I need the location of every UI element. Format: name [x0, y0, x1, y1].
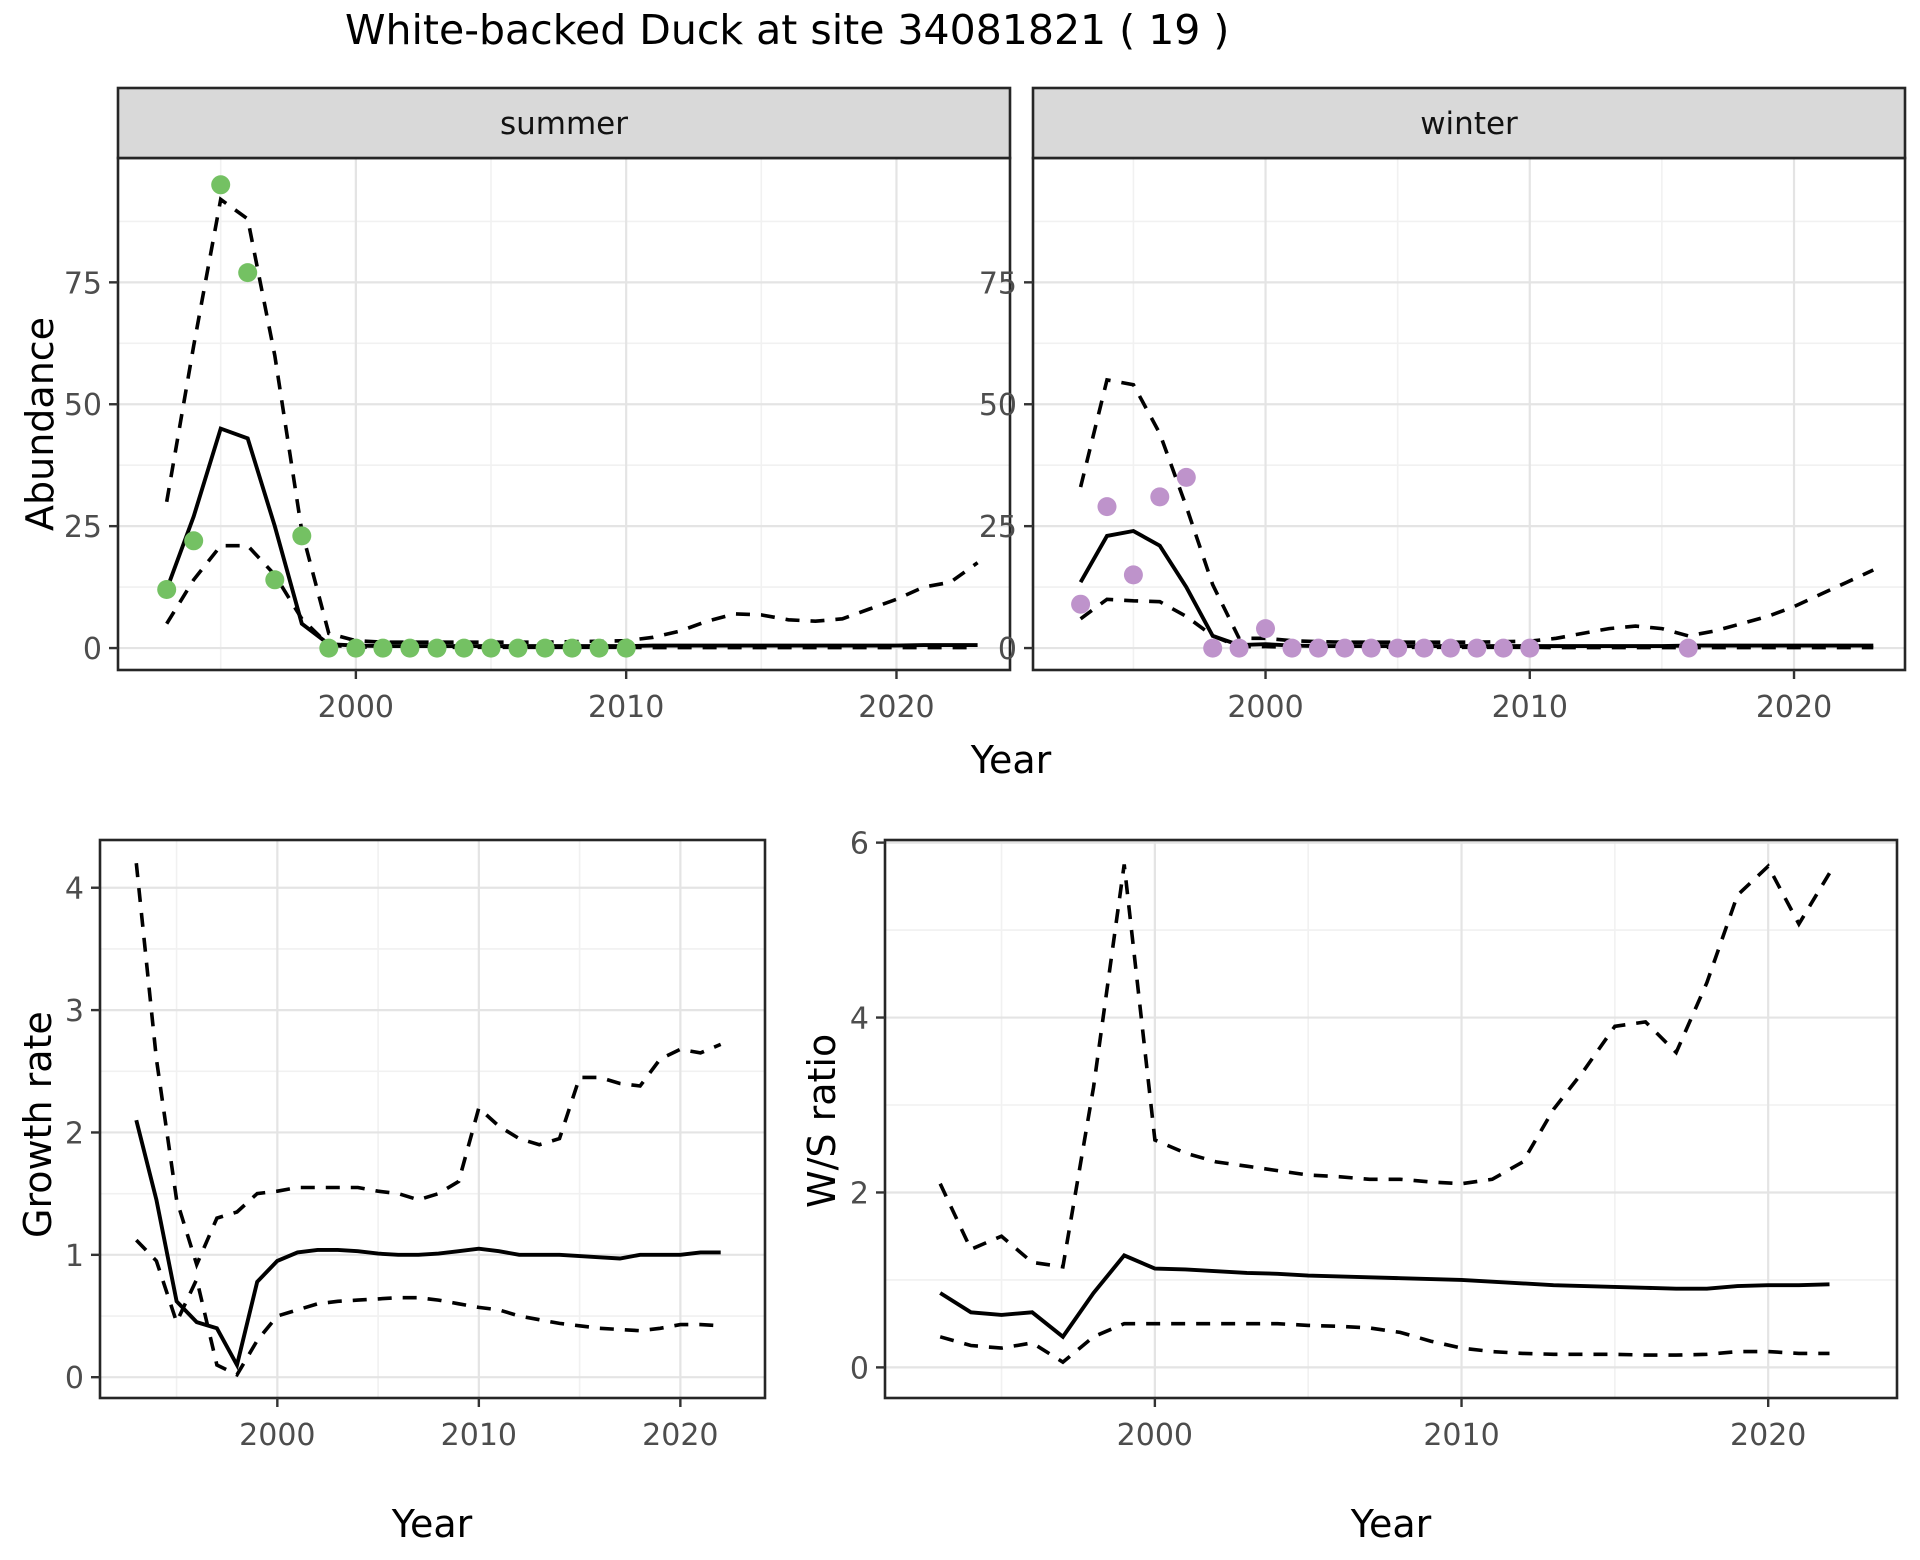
facet-panel-growth-rate: 2000 2010 2020 0 1 2 3 4: [65, 838, 767, 1453]
observed-point: [211, 175, 231, 195]
observed-point: [1388, 638, 1408, 658]
y-tick-label: 25: [64, 510, 102, 545]
y-tick-label: 0: [65, 1361, 84, 1396]
x-tick-label: 2010: [588, 690, 664, 725]
y-tick-label: 0: [998, 632, 1017, 667]
observed-point: [1229, 638, 1249, 658]
x-tick-label: 2000: [1227, 690, 1303, 725]
observed-point: [508, 638, 528, 658]
y-tick-label: 3: [65, 994, 84, 1029]
x-tick-label: 2020: [1756, 690, 1832, 725]
ws-ratio-axis-title: W/S ratio: [800, 1033, 844, 1208]
observed-point: [265, 570, 285, 590]
facet-strip: [1031, 86, 1907, 160]
y-tick-label: 2: [850, 1176, 869, 1211]
observed-point: [589, 638, 609, 658]
upper_ci-line: [1078, 377, 1875, 644]
observed-point: [1335, 638, 1355, 658]
x-tick-label: 2010: [1492, 690, 1568, 725]
observed-point: [1123, 565, 1143, 585]
observed-point: [1282, 638, 1302, 658]
observed-point: [427, 638, 447, 658]
observed-point: [1150, 487, 1170, 507]
observed-point: [1467, 638, 1487, 658]
upper_ci-line: [938, 863, 1832, 1269]
observed-point: [562, 638, 582, 658]
observed-point: [1414, 638, 1434, 658]
observed-point: [1493, 638, 1513, 658]
year-axis-title-bottom-right: Year: [1350, 1502, 1432, 1546]
page-title: White-backed Duck at site 34081821 ( 19 …: [345, 6, 1230, 54]
year-axis-title-bottom-left: Year: [391, 1502, 473, 1546]
mean-line: [1078, 528, 1874, 649]
observed-point: [616, 638, 636, 658]
observed-point: [1441, 638, 1460, 658]
observed-point: [400, 638, 420, 658]
facet-strip: [116, 86, 1012, 160]
facet-panel-w-s-ratio: 2000 2010 2020 0 2 4 6: [850, 827, 1899, 1453]
x-tick-label: 2020: [642, 1418, 718, 1453]
x-tick-label: 2000: [1117, 1418, 1193, 1453]
panel-border: [1031, 156, 1907, 672]
y-tick-label: 1: [65, 1239, 84, 1274]
mean-line: [164, 426, 978, 649]
year-axis-title-top: Year: [970, 738, 1052, 782]
observed-point: [535, 638, 555, 658]
lower_ci-line: [1079, 597, 1874, 650]
observed-point: [1071, 594, 1091, 614]
observed-point: [1678, 638, 1698, 658]
observed-point: [1203, 638, 1223, 658]
upper_ci-line: [134, 863, 722, 1270]
y-tick-label: 25: [979, 510, 1017, 545]
observed-point: [1176, 467, 1196, 487]
growth-rate-axis-title: Growth rate: [16, 1011, 60, 1238]
abundance-axis-title: Abundance: [18, 316, 62, 531]
y-tick-label: 0: [83, 632, 102, 667]
observed-point: [184, 531, 204, 551]
y-tick-label: 2: [65, 1116, 84, 1151]
facet-strip-label: summer: [500, 106, 628, 142]
observed-point: [454, 638, 474, 658]
observed-point: [292, 526, 312, 546]
observed-point: [157, 580, 177, 599]
y-tick-label: 75: [979, 266, 1017, 301]
mean-line: [134, 1119, 721, 1371]
panel-border: [883, 838, 1899, 1400]
x-tick-label: 2020: [1730, 1418, 1806, 1453]
lower_ci-line: [135, 1238, 721, 1378]
observed-point: [346, 638, 366, 658]
facet-panel-winter: winter 2000 2010 2020 0 25 50 75: [979, 86, 1907, 725]
facet-panel-summer: summer 2000 2010 2020 0 25 50 75: [64, 86, 1012, 725]
x-tick-label: 2010: [1423, 1418, 1499, 1453]
observed-point: [238, 263, 258, 283]
observed-point: [1520, 638, 1540, 658]
y-tick-label: 75: [64, 266, 102, 301]
mean-line: [939, 1253, 1830, 1340]
observed-point: [1097, 497, 1117, 517]
y-tick-label: 4: [65, 872, 84, 907]
x-tick-label: 2000: [318, 690, 394, 725]
y-tick-label: 0: [850, 1351, 869, 1386]
x-tick-label: 2010: [441, 1418, 517, 1453]
observed-point: [1256, 619, 1275, 639]
y-tick-label: 50: [979, 388, 1017, 423]
observed-point: [373, 638, 393, 658]
lower_ci-line: [939, 1321, 1830, 1365]
lower_ci-line: [165, 543, 978, 650]
panel-border: [98, 838, 767, 1400]
x-tick-label: 2020: [858, 690, 934, 725]
observed-point: [481, 638, 501, 658]
observed-point: [1308, 638, 1328, 658]
y-tick-label: 50: [64, 388, 102, 423]
x-tick-label: 2000: [239, 1418, 315, 1453]
observed-point: [1361, 638, 1381, 658]
y-tick-label: 6: [850, 827, 869, 862]
observed-point: [319, 638, 339, 658]
y-tick-label: 4: [850, 1002, 869, 1037]
facet-strip-label: winter: [1420, 106, 1518, 142]
